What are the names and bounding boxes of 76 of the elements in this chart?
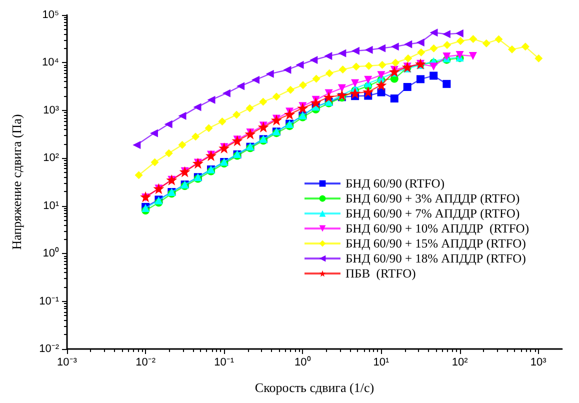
y-tick-label: 10⁰ — [42, 246, 59, 260]
x-tick-label: 10³ — [530, 356, 547, 368]
point — [362, 86, 374, 98]
y-tick-label: 10² — [43, 152, 60, 164]
point — [534, 54, 543, 62]
y-tick-label: 10⁻² — [39, 343, 60, 355]
point — [193, 103, 202, 112]
point — [468, 52, 477, 60]
point — [232, 110, 241, 119]
y-tick-label: 10⁴ — [42, 56, 60, 69]
point — [232, 135, 243, 146]
point — [416, 75, 424, 84]
point — [270, 114, 282, 126]
legend-label: БНД 60/90 + 10% АПДДР (RTFO) — [346, 222, 530, 236]
legend-label: ПБВ (RTFO) — [346, 266, 416, 280]
point — [521, 42, 530, 51]
point — [388, 66, 400, 78]
point — [218, 142, 230, 154]
point — [378, 60, 386, 69]
point — [246, 104, 254, 112]
x-tick-label: 10⁻³ — [57, 356, 78, 368]
point — [364, 62, 373, 70]
x-axis-title: Скорость сдвига (1/с) — [254, 380, 374, 395]
x-tick-label: 10¹ — [373, 356, 390, 368]
point — [417, 48, 426, 56]
point — [430, 44, 438, 52]
point — [404, 54, 412, 62]
x-tick-label: 10⁻² — [136, 356, 156, 368]
point — [244, 128, 256, 140]
point — [284, 108, 296, 120]
point — [508, 45, 516, 54]
legend-label: БНД 60/90 + 3% АПДДР (RTFO) — [346, 192, 520, 206]
point — [352, 62, 360, 71]
point — [338, 84, 346, 92]
point — [258, 121, 269, 132]
point — [338, 66, 347, 74]
point — [442, 80, 451, 88]
point — [377, 71, 386, 80]
point — [482, 39, 490, 48]
point — [403, 82, 412, 91]
point — [286, 86, 295, 94]
y-tick-label: 10³ — [43, 104, 60, 116]
point — [272, 92, 280, 101]
x-tick-label: 10⁻¹ — [214, 356, 234, 368]
point — [430, 72, 438, 80]
point — [430, 62, 438, 71]
x-tick-label: 10⁰ — [294, 356, 311, 368]
point — [494, 35, 503, 44]
point — [259, 98, 268, 106]
point — [207, 96, 216, 104]
point — [206, 150, 217, 162]
point — [299, 81, 308, 90]
legend-label: БНД 60/90 + 7% АПДДР (RTFO) — [346, 206, 520, 220]
x-tick-label: 10² — [452, 356, 468, 368]
point — [364, 76, 372, 84]
y-axis-title: Напряжение сдвига (Па) — [9, 114, 24, 250]
point — [325, 69, 334, 78]
legend-label: БНД 60/90 + 18% АПДДР (RTFO) — [346, 252, 526, 266]
point — [297, 102, 308, 114]
legend-label: БНД 60/90 (RTFO) — [346, 176, 444, 190]
y-tick-label: 10¹ — [43, 200, 60, 212]
y-tick-label: 10⁻¹ — [39, 295, 60, 308]
point — [377, 88, 386, 96]
point — [456, 37, 464, 46]
legend-label: БНД 60/90 + 15% АПДДР (RTFO) — [346, 236, 526, 250]
point — [376, 80, 387, 91]
point — [392, 58, 400, 67]
point — [390, 94, 398, 102]
point — [312, 74, 320, 83]
y-tick-label: 10⁵ — [42, 9, 59, 21]
point — [323, 92, 334, 103]
point — [469, 34, 478, 43]
point — [350, 88, 361, 99]
point — [443, 41, 452, 50]
point — [351, 79, 360, 88]
point — [310, 97, 322, 108]
